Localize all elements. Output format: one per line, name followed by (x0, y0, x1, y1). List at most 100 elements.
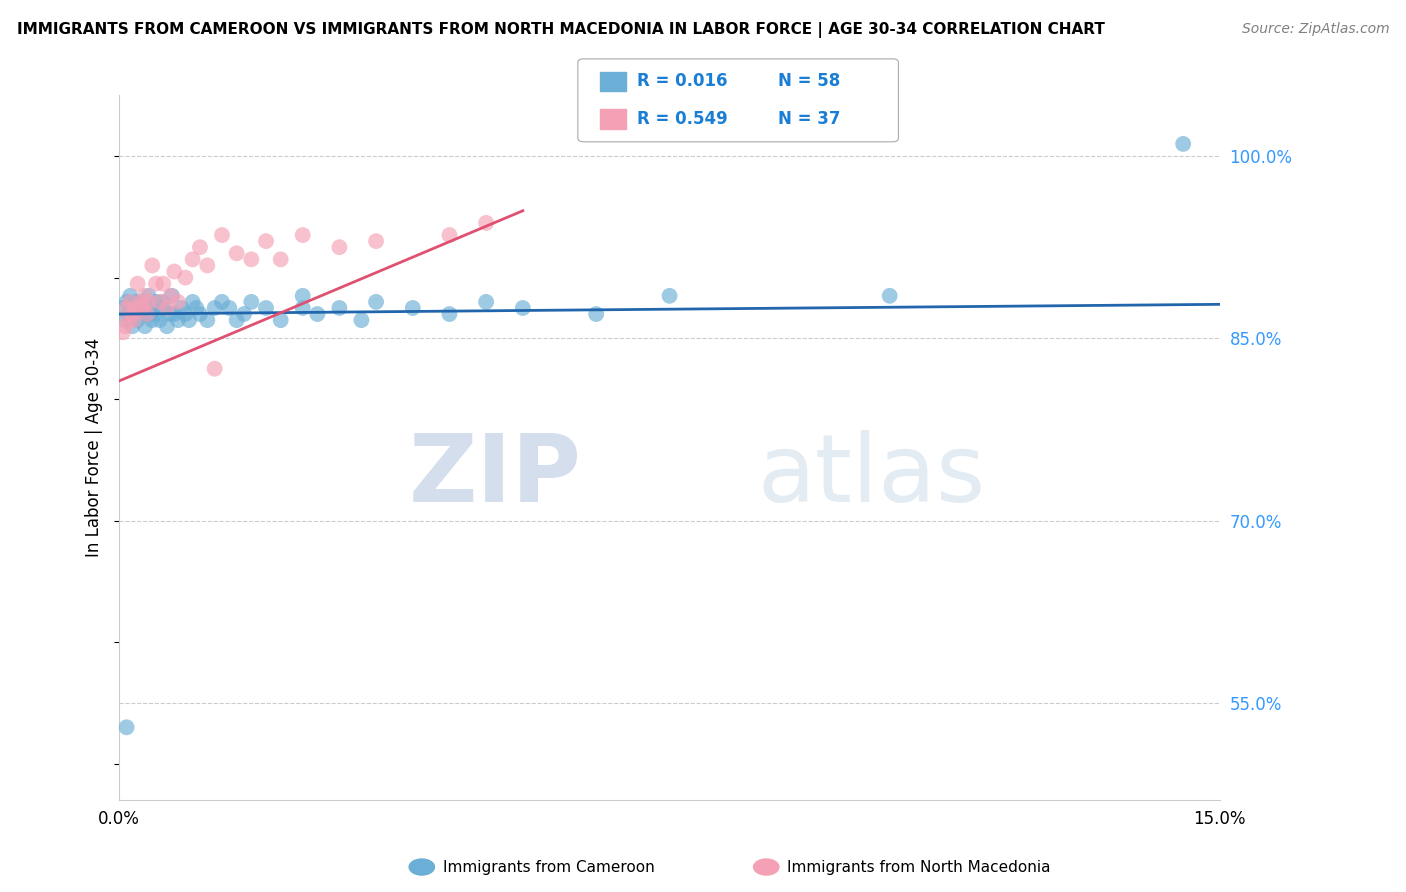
Point (186, 301, 208, 315)
Point (475, 294, 498, 309)
Point (127, 313, 149, 327)
Point (233, 307, 256, 321)
Point (291, 301, 314, 315)
Point (240, 294, 263, 309)
Text: IMMIGRANTS FROM CAMEROON VS IMMIGRANTS FROM NORTH MACEDONIA IN LABOR FORCE | AGE: IMMIGRANTS FROM CAMEROON VS IMMIGRANTS F… (17, 22, 1105, 38)
Point (156, 319, 179, 334)
Point (170, 301, 193, 315)
Point (270, 252, 292, 267)
Point (129, 294, 152, 309)
Point (141, 259, 163, 273)
Point (174, 307, 197, 321)
Point (146, 307, 169, 321)
Point (328, 301, 350, 315)
Point (160, 289, 183, 303)
Point (211, 294, 233, 309)
Point (350, 313, 373, 327)
Point (188, 240, 211, 254)
Point (145, 277, 167, 291)
Point (145, 294, 167, 309)
Point (204, 361, 226, 376)
Point (167, 313, 190, 327)
Text: N = 37: N = 37 (778, 111, 839, 128)
Point (127, 277, 149, 291)
Point (218, 301, 240, 315)
Text: R = 0.016: R = 0.016 (637, 72, 727, 90)
Point (121, 319, 143, 334)
Text: N = 58: N = 58 (778, 72, 839, 90)
Point (136, 307, 159, 321)
Point (402, 301, 425, 315)
Point (122, 313, 145, 327)
Point (364, 294, 387, 309)
Point (117, 313, 139, 327)
Point (658, 289, 681, 303)
Point (115, 301, 138, 315)
Point (174, 270, 197, 285)
Point (138, 294, 160, 309)
Point (364, 234, 387, 248)
Point (156, 301, 179, 315)
Point (177, 313, 200, 327)
Point (291, 289, 314, 303)
Point (188, 307, 211, 321)
Point (117, 307, 139, 321)
Point (115, 294, 138, 309)
Point (150, 294, 173, 309)
Point (124, 301, 146, 315)
Point (136, 307, 159, 321)
Point (181, 294, 204, 309)
Point (132, 301, 155, 315)
Point (240, 252, 263, 267)
Point (115, 720, 138, 734)
Point (167, 294, 190, 309)
Text: R = 0.549: R = 0.549 (637, 111, 728, 128)
Point (291, 228, 314, 243)
Point (114, 319, 136, 334)
Point (585, 307, 607, 321)
Point (195, 259, 218, 273)
Point (141, 313, 163, 327)
Point (225, 313, 247, 327)
Point (163, 307, 186, 321)
Point (111, 326, 134, 340)
Point (195, 313, 218, 327)
Point (134, 319, 156, 334)
Point (120, 294, 142, 309)
Point (124, 294, 146, 309)
Point (149, 313, 172, 327)
Point (163, 264, 186, 278)
Point (120, 289, 142, 303)
Point (149, 294, 172, 309)
Point (328, 240, 350, 254)
Point (439, 307, 461, 321)
Point (254, 234, 277, 248)
Point (122, 301, 145, 315)
Point (512, 301, 534, 315)
Point (254, 301, 277, 315)
Point (121, 307, 143, 321)
Point (211, 228, 233, 243)
Point (159, 307, 181, 321)
Point (270, 313, 292, 327)
Point (225, 246, 247, 260)
Text: atlas: atlas (758, 430, 986, 522)
Point (439, 228, 461, 243)
Text: Source: ZipAtlas.com: Source: ZipAtlas.com (1241, 22, 1389, 37)
Point (128, 307, 150, 321)
Point (139, 307, 162, 321)
Point (181, 252, 204, 267)
Point (152, 277, 174, 291)
Point (132, 301, 155, 315)
Point (1173, 136, 1195, 151)
Point (134, 289, 156, 303)
Text: ZIP: ZIP (409, 430, 582, 522)
Point (475, 216, 498, 230)
Point (111, 301, 134, 315)
Point (204, 301, 226, 315)
Point (114, 313, 136, 327)
Text: Immigrants from Cameroon: Immigrants from Cameroon (443, 860, 655, 874)
Point (307, 307, 329, 321)
Text: Immigrants from North Macedonia: Immigrants from North Macedonia (787, 860, 1050, 874)
Point (879, 289, 901, 303)
